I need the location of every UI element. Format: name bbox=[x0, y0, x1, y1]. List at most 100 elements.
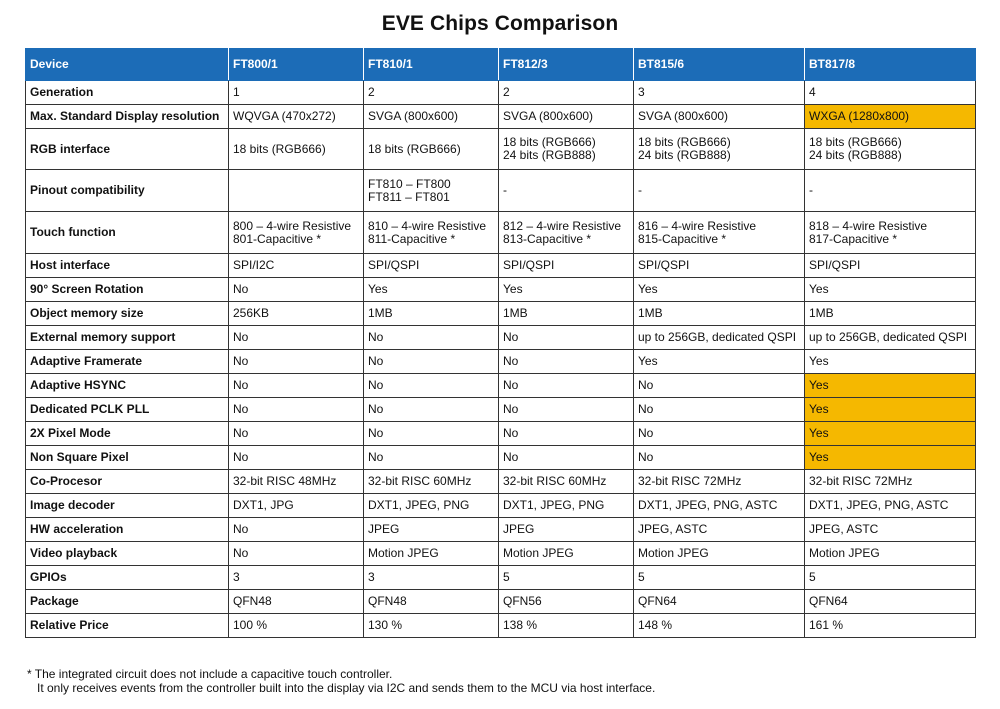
table-cell: 32-bit RISC 60MHz bbox=[498, 469, 634, 494]
feature-label: Adaptive HSYNC bbox=[25, 373, 229, 398]
table-row: Max. Standard Display resolution WQVGA (4… bbox=[25, 104, 976, 129]
table-cell: 18 bits (RGB666) 24 bits (RGB888) bbox=[498, 128, 634, 170]
table-cell: 812 – 4-wire Resistive 813-Capacitive * bbox=[498, 211, 634, 254]
table-cell: SPI/I2C bbox=[228, 253, 364, 278]
table-cell: 1 bbox=[228, 80, 364, 105]
table-cell: No bbox=[228, 445, 364, 470]
table-cell: 100 % bbox=[228, 613, 364, 638]
table-row: 90° Screen Rotation No Yes Yes Yes Yes bbox=[25, 277, 976, 302]
table-cell: - bbox=[633, 169, 805, 212]
table-cell: WQVGA (470x272) bbox=[228, 104, 364, 129]
feature-label: Max. Standard Display resolution bbox=[25, 104, 229, 129]
header-ft800: FT800/1 bbox=[228, 48, 364, 81]
header-ft810: FT810/1 bbox=[363, 48, 499, 81]
table-row: 2X Pixel Mode No No No No Yes bbox=[25, 421, 976, 446]
table-cell: 1MB bbox=[804, 301, 976, 326]
footnote: * The integrated circuit does not includ… bbox=[27, 667, 655, 695]
table-cell: 5 bbox=[804, 565, 976, 590]
table-cell: Motion JPEG bbox=[498, 541, 634, 566]
table-cell: up to 256GB, dedicated QSPI bbox=[804, 325, 976, 350]
table-cell: SPI/QSPI bbox=[804, 253, 976, 278]
feature-label: GPIOs bbox=[25, 565, 229, 590]
table-row: Co-Procesor 32-bit RISC 48MHz 32-bit RISC … bbox=[25, 469, 976, 494]
table-row: HW acceleration No JPEG JPEG JPEG, ASTC JPEG,… bbox=[25, 517, 976, 542]
table-cell: SPI/QSPI bbox=[498, 253, 634, 278]
table-cell: Motion JPEG bbox=[804, 541, 976, 566]
feature-label: Dedicated PCLK PLL bbox=[25, 397, 229, 422]
table-cell: 256KB bbox=[228, 301, 364, 326]
table-cell: QFN56 bbox=[498, 589, 634, 614]
feature-label: Package bbox=[25, 589, 229, 614]
table-cell: 32-bit RISC 60MHz bbox=[363, 469, 499, 494]
table-cell: DXT1, JPEG, PNG, ASTC bbox=[804, 493, 976, 518]
table-cell: No bbox=[498, 325, 634, 350]
table-row: Image decoder DXT1, JPG DXT1, JPEG, PNG DXT… bbox=[25, 493, 976, 518]
table-cell: No bbox=[363, 445, 499, 470]
table-cell: No bbox=[228, 325, 364, 350]
table-cell: DXT1, JPG bbox=[228, 493, 364, 518]
feature-label: Non Square Pixel bbox=[25, 445, 229, 470]
table-cell: 816 – 4-wire Resistive 815-Capacitive * bbox=[633, 211, 805, 254]
table-cell: Yes bbox=[804, 349, 976, 374]
table-cell: No bbox=[363, 397, 499, 422]
feature-label: 2X Pixel Mode bbox=[25, 421, 229, 446]
table-cell: 810 – 4-wire Resistive 811-Capacitive * bbox=[363, 211, 499, 254]
table-cell: No bbox=[363, 325, 499, 350]
table-cell: 2 bbox=[363, 80, 499, 105]
table-cell: No bbox=[633, 421, 805, 446]
table-cell: No bbox=[228, 541, 364, 566]
table-cell: Yes bbox=[633, 349, 805, 374]
cell-line: 817-Capacitive * bbox=[809, 231, 898, 246]
cell-line: 811-Capacitive * bbox=[368, 231, 456, 246]
table-row: GPIOs 3 3 5 5 5 bbox=[25, 565, 976, 590]
table-cell: No bbox=[228, 421, 364, 446]
cell-line: 818 – 4-wire Resistive bbox=[809, 218, 928, 233]
header-bt817: BT817/8 bbox=[804, 48, 976, 81]
table-cell: No bbox=[228, 349, 364, 374]
table-cell: FT810 – FT800 FT811 – FT801 bbox=[363, 169, 499, 212]
table-cell: 138 % bbox=[498, 613, 634, 638]
table-cell: No bbox=[228, 277, 364, 302]
table-cell: No bbox=[633, 445, 805, 470]
table-cell: 1MB bbox=[363, 301, 499, 326]
table-cell: No bbox=[498, 397, 634, 422]
table-cell: No bbox=[498, 349, 634, 374]
table-cell: Yes bbox=[804, 373, 976, 398]
feature-label: Relative Price bbox=[25, 613, 229, 638]
feature-label: Host interface bbox=[25, 253, 229, 278]
table-cell: No bbox=[633, 397, 805, 422]
table-row: Host interface SPI/I2C SPI/QSPI SPI/QSPI SPI… bbox=[25, 253, 976, 278]
table-row: Adaptive HSYNC No No No No Yes bbox=[25, 373, 976, 398]
table-cell: Motion JPEG bbox=[363, 541, 499, 566]
table-cell: SPI/QSPI bbox=[363, 253, 499, 278]
footnote-line-1: * The integrated circuit does not includ… bbox=[27, 667, 393, 681]
feature-label: Object memory size bbox=[25, 301, 229, 326]
table-cell: Yes bbox=[804, 277, 976, 302]
cell-line: 800 – 4-wire Resistive bbox=[233, 218, 352, 233]
cell-line: 18 bits (RGB666) bbox=[638, 135, 731, 149]
table-cell: - bbox=[498, 169, 634, 212]
table-row: RGB interface 18 bits (RGB666) 18 bits (RG… bbox=[25, 128, 976, 170]
table-cell: SVGA (800x600) bbox=[498, 104, 634, 129]
header-ft812: FT812/3 bbox=[498, 48, 634, 81]
feature-label: 90° Screen Rotation bbox=[25, 277, 229, 302]
cell-line: 813-Capacitive * bbox=[503, 231, 592, 246]
table-cell: Yes bbox=[804, 397, 976, 422]
table-cell: 3 bbox=[363, 565, 499, 590]
table-cell: 18 bits (RGB666) 24 bits (RGB888) bbox=[804, 128, 976, 170]
table-cell: 4 bbox=[804, 80, 976, 105]
table-cell: 18 bits (RGB666) bbox=[228, 128, 364, 170]
table-cell: 3 bbox=[633, 80, 805, 105]
table-cell: JPEG, ASTC bbox=[804, 517, 976, 542]
table-cell: DXT1, JPEG, PNG bbox=[363, 493, 499, 518]
table-cell: Yes bbox=[363, 277, 499, 302]
table-cell: 800 – 4-wire Resistive 801-Capacitive * bbox=[228, 211, 364, 254]
table-cell: 130 % bbox=[363, 613, 499, 638]
table-row: Video playback No Motion JPEG Motion JPEG Mo… bbox=[25, 541, 976, 566]
table-cell: SPI/QSPI bbox=[633, 253, 805, 278]
feature-label: Video playback bbox=[25, 541, 229, 566]
table-cell: SVGA (800x600) bbox=[633, 104, 805, 129]
cell-line: - bbox=[809, 183, 813, 197]
table-cell: JPEG bbox=[363, 517, 499, 542]
feature-label: Pinout compatibility bbox=[25, 169, 229, 212]
